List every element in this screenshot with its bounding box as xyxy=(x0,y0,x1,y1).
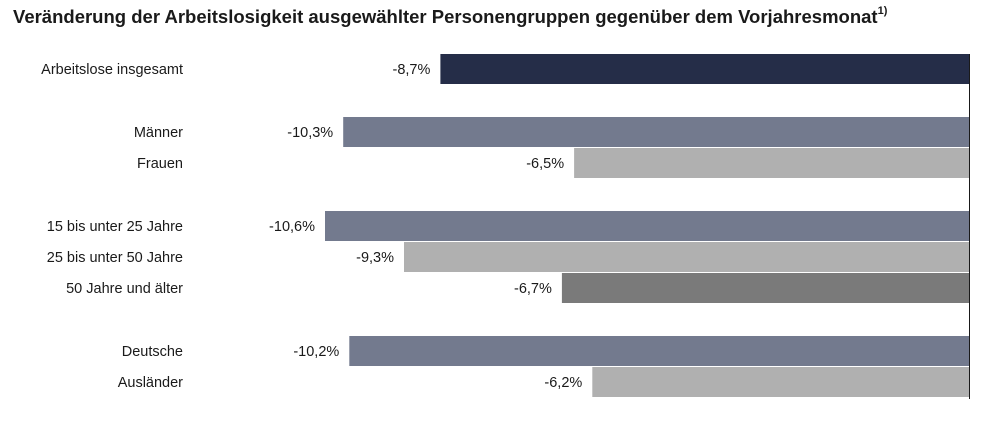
category-label: 25 bis unter 50 Jahre xyxy=(47,250,183,266)
value-label: -6,5% xyxy=(526,156,564,172)
bar xyxy=(349,336,969,366)
bar xyxy=(343,117,969,147)
value-label: -10,6% xyxy=(269,219,315,235)
category-label: 15 bis unter 25 Jahre xyxy=(47,219,183,235)
bar xyxy=(574,148,969,178)
category-label: Ausländer xyxy=(118,375,183,391)
value-label: -10,3% xyxy=(287,125,333,141)
bar xyxy=(325,211,969,241)
bar xyxy=(440,54,969,84)
value-label: -8,7% xyxy=(393,62,431,78)
bar xyxy=(561,273,969,303)
chart-title: Veränderung der Arbeitslosigkeit ausgewä… xyxy=(13,4,888,27)
title-footnote: 1) xyxy=(877,4,888,17)
value-label: -9,3% xyxy=(356,250,394,266)
value-label: -6,2% xyxy=(544,375,582,391)
value-label: -6,7% xyxy=(514,281,552,297)
category-label: Männer xyxy=(134,125,183,141)
value-label: -10,2% xyxy=(293,344,339,360)
bar xyxy=(592,367,969,397)
category-label: Deutsche xyxy=(122,344,183,360)
category-label: 50 Jahre und älter xyxy=(66,281,183,297)
category-label: Frauen xyxy=(137,156,183,172)
bar xyxy=(404,242,969,272)
category-label: Arbeitslose insgesamt xyxy=(41,62,183,78)
